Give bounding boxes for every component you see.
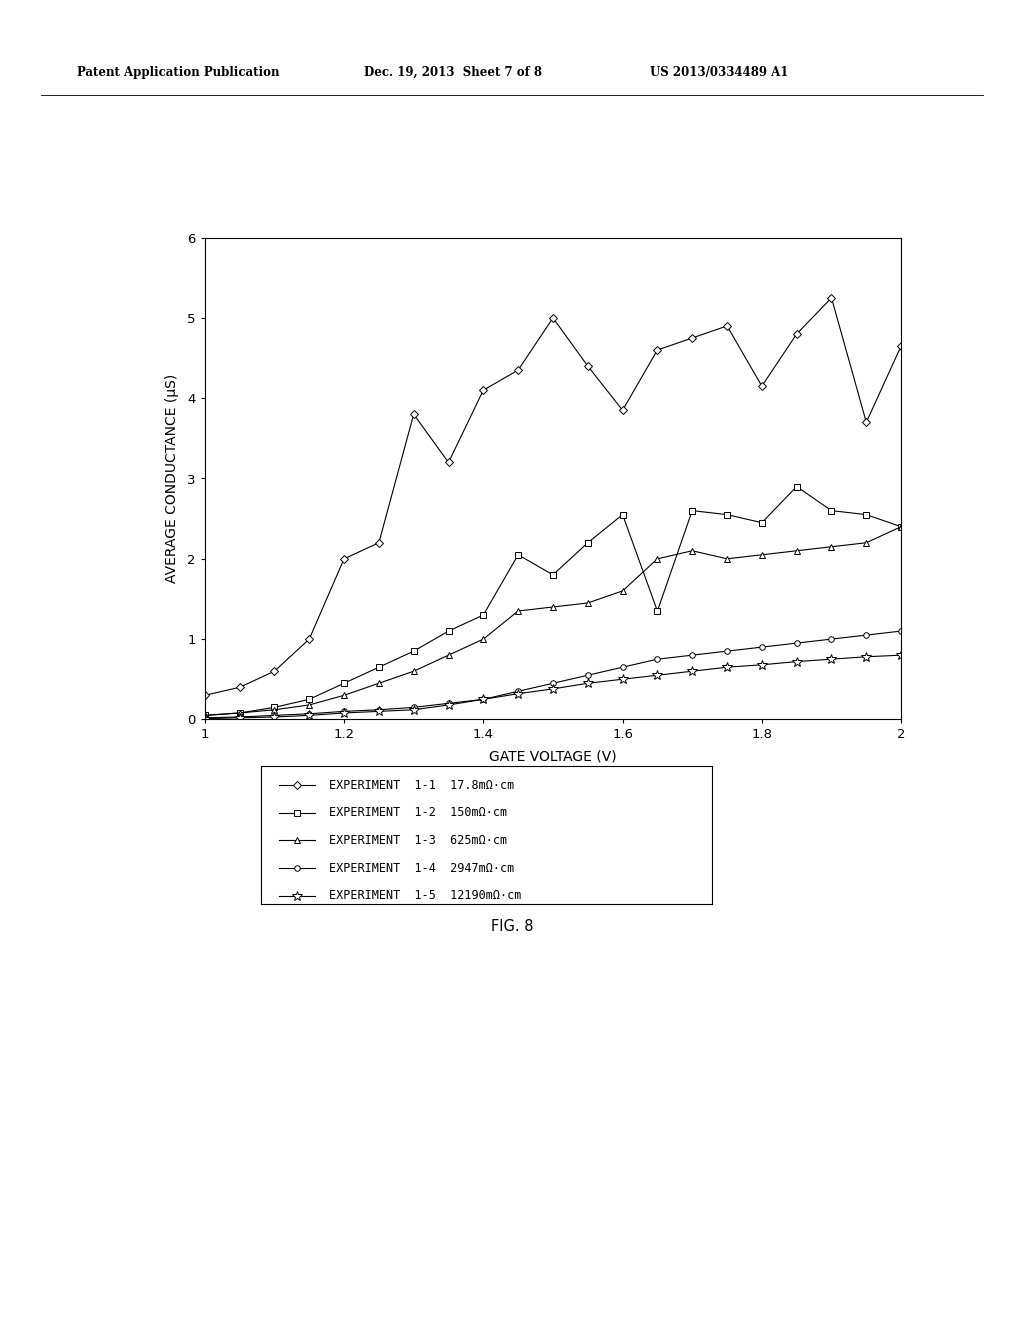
- Text: EXPERIMENT  1-3  625mΩ·cm: EXPERIMENT 1-3 625mΩ·cm: [329, 834, 507, 847]
- Text: Patent Application Publication: Patent Application Publication: [77, 66, 280, 79]
- Text: Dec. 19, 2013  Sheet 7 of 8: Dec. 19, 2013 Sheet 7 of 8: [364, 66, 542, 79]
- Text: EXPERIMENT  1-4  2947mΩ·cm: EXPERIMENT 1-4 2947mΩ·cm: [329, 862, 514, 875]
- Y-axis label: AVERAGE CONDUCTANCE (μS): AVERAGE CONDUCTANCE (μS): [165, 374, 179, 583]
- Text: FIG. 8: FIG. 8: [490, 919, 534, 933]
- Text: EXPERIMENT  1-2  150mΩ·cm: EXPERIMENT 1-2 150mΩ·cm: [329, 807, 507, 820]
- Text: EXPERIMENT  1-5  12190mΩ·cm: EXPERIMENT 1-5 12190mΩ·cm: [329, 890, 521, 903]
- X-axis label: GATE VOLTAGE (V): GATE VOLTAGE (V): [489, 750, 616, 764]
- Text: US 2013/0334489 A1: US 2013/0334489 A1: [650, 66, 788, 79]
- Text: EXPERIMENT  1-1  17.8mΩ·cm: EXPERIMENT 1-1 17.8mΩ·cm: [329, 779, 514, 792]
